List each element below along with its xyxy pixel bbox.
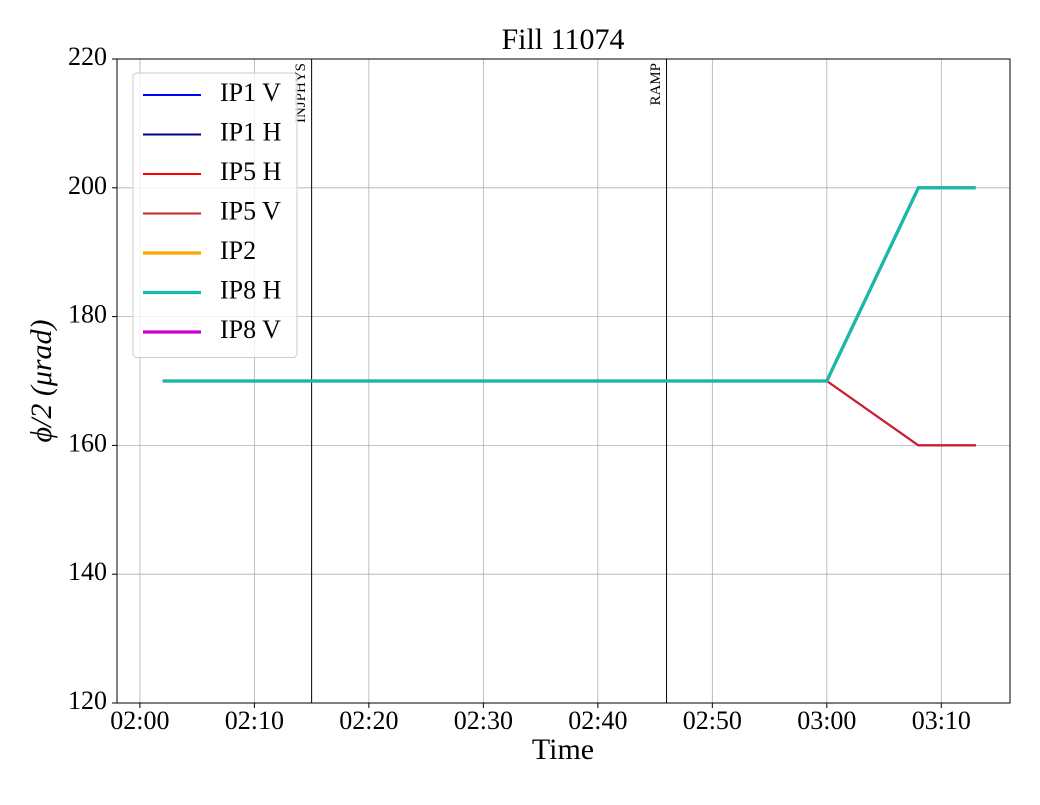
legend-box: [132, 72, 298, 358]
legend-label: IP8 V: [220, 315, 281, 344]
series-line: [162, 380, 976, 447]
plot-frame: [116, 58, 1011, 704]
x-tick-label: 03:10: [912, 706, 971, 735]
legend-label: IP1 V: [220, 78, 281, 107]
y-tick-label: 180: [68, 300, 107, 329]
x-axis-label: Time: [532, 733, 594, 766]
y-tick-label: 220: [68, 42, 107, 71]
x-tick-label: 02:30: [454, 706, 513, 735]
series-line: [162, 380, 976, 447]
legend-label: IP8 H: [220, 275, 282, 304]
legend-label: IP1 H: [220, 117, 282, 146]
chart-title: Fill 11074: [501, 23, 624, 56]
y-tick-label: 160: [68, 428, 107, 457]
series-line: [162, 186, 976, 383]
series-line: [162, 380, 976, 447]
x-tick-label: 02:00: [110, 706, 169, 735]
y-tick-label: 200: [68, 171, 107, 200]
x-tick-label: 02:20: [339, 706, 398, 735]
event-label: RAMP: [648, 63, 664, 106]
y-tick-label: 140: [68, 557, 107, 586]
y-tick-label: 120: [68, 686, 107, 715]
x-tick-label: 02:10: [225, 706, 284, 735]
x-tick-label: 02:40: [568, 706, 627, 735]
y-axis-label: ϕ/2 (μrad): [25, 319, 58, 442]
x-tick-label: 02:50: [683, 706, 742, 735]
series-line: [162, 380, 976, 447]
x-tick-label: 03:00: [797, 706, 856, 735]
legend-label: IP2: [220, 236, 256, 265]
legend-label: IP5 H: [220, 157, 282, 186]
legend-label: IP5 V: [220, 196, 281, 225]
